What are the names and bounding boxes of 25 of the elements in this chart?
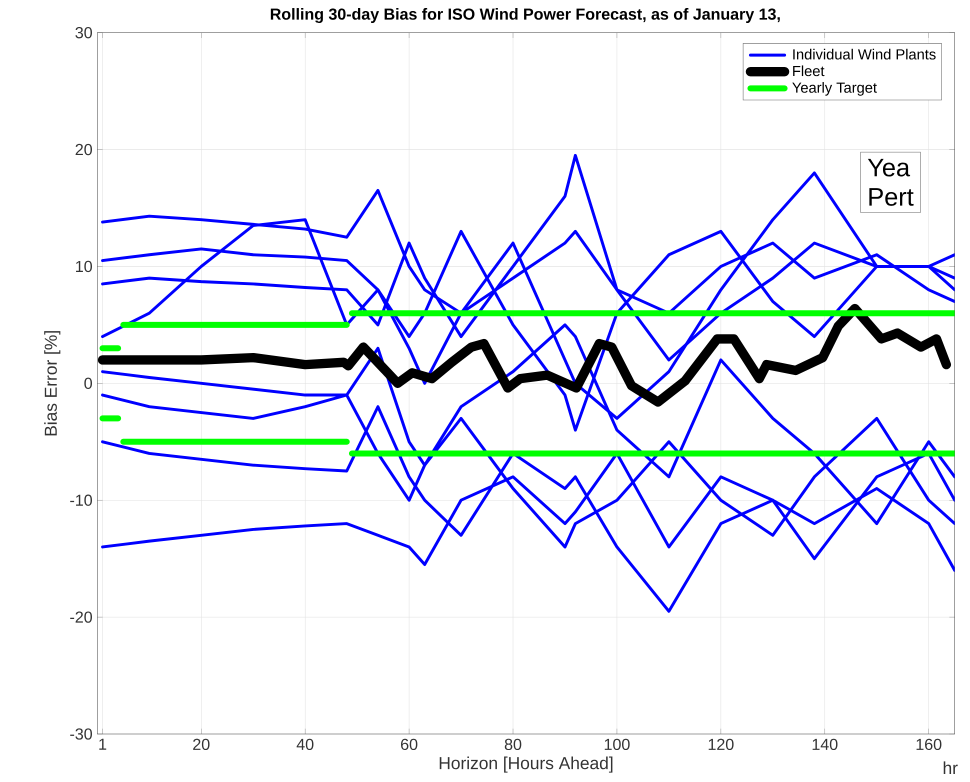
chart-title: Rolling 30-day Bias for ISO Wind Power Forecast, as of January 13, [270,8,780,24]
y-tick-label: -10 [70,494,92,506]
x-tick-label: 1 [99,738,106,750]
text: hr [944,761,958,774]
y-tick-label: 20 [76,144,92,156]
y-tick-label: -20 [70,611,92,623]
x-tick-label: 160 [916,738,942,750]
legend-label: Fleet [793,65,824,76]
y-tick-label: 0 [84,378,92,389]
annotation: Yea [868,158,910,176]
x-axis-title: Horizon [Hours Ahead] [440,756,612,773]
x-tick-label: 40 [296,738,314,750]
x-tick-label: 20 [193,738,210,750]
annotation: Pert [869,188,914,206]
y-tick-label: 30 [75,27,92,38]
y-tick-label: 10 [76,260,92,272]
x-tick-label: 120 [708,738,734,750]
x-tick-label: 100 [604,738,630,750]
x-tick-label: 140 [812,738,838,750]
y-tick-label: -30 [70,728,92,740]
legend-label: Individual Wind Plants [793,48,936,60]
x-tick-label: 80 [504,738,522,750]
legend-label: Yearly Target [792,82,877,96]
y-axis-title: Bias Error [%] [44,331,60,436]
x-tick-label: 60 [401,738,418,750]
